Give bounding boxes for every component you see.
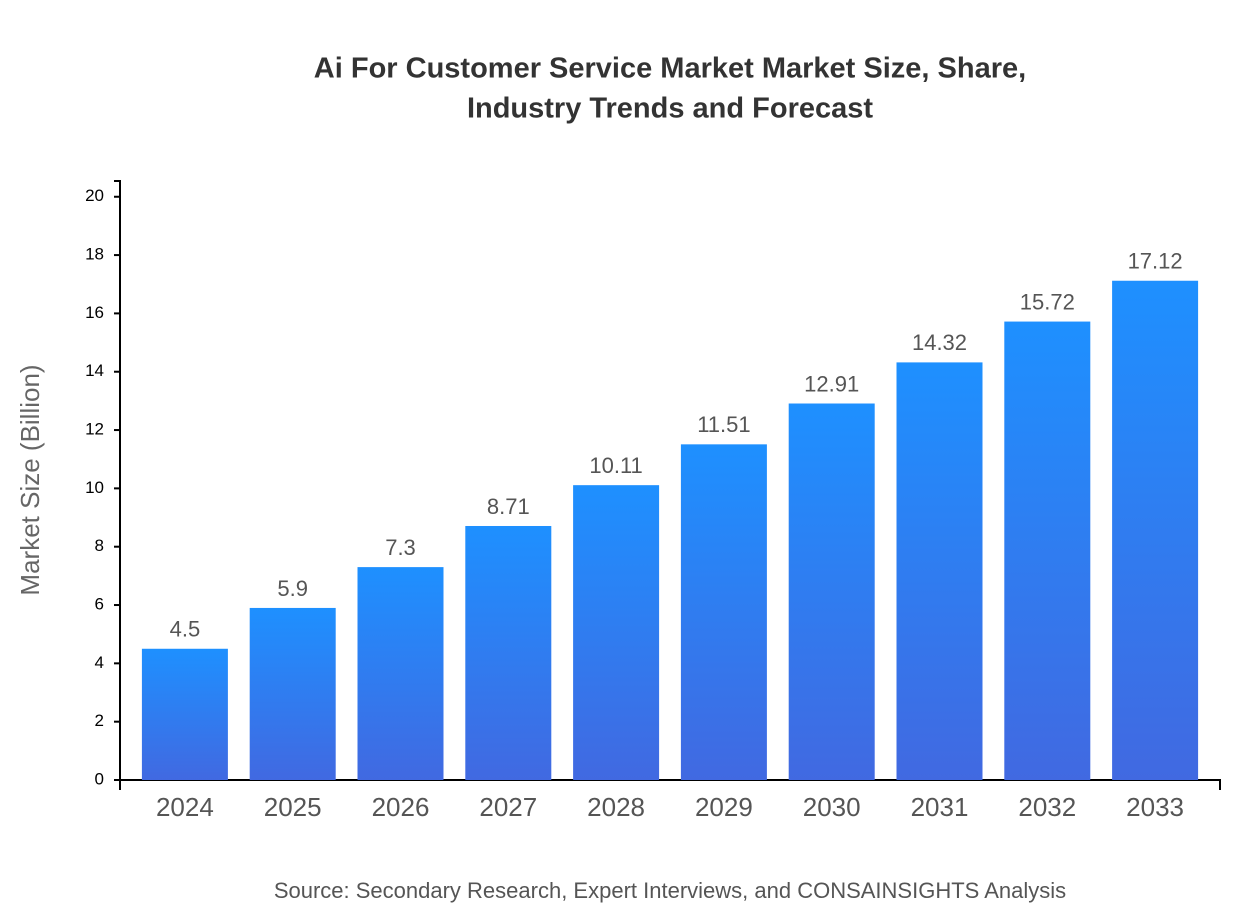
y-tick-label: 16	[85, 303, 104, 322]
x-tick-label: 2026	[372, 792, 430, 822]
bar	[465, 525, 552, 780]
bar	[788, 403, 875, 780]
bar	[249, 607, 336, 780]
y-axis-label: Market Size (Billion)	[15, 364, 45, 595]
y-tick-label: 8	[95, 536, 104, 555]
value-label: 10.11	[589, 453, 642, 478]
value-label: 14.32	[912, 330, 967, 355]
x-tick-label: 2025	[264, 792, 322, 822]
bar	[896, 362, 983, 780]
x-tick-label: 2030	[803, 792, 861, 822]
y-tick-label: 4	[95, 653, 104, 672]
y-tick-label: 6	[95, 595, 104, 614]
bar	[141, 648, 228, 780]
x-tick-label: 2031	[911, 792, 969, 822]
x-tick-label: 2027	[479, 792, 537, 822]
y-axis	[114, 180, 121, 781]
y-tick-label: 14	[85, 361, 104, 380]
x-tick-label: 2028	[587, 792, 645, 822]
bar	[573, 485, 660, 780]
value-label: 8.71	[487, 494, 530, 519]
x-axis	[119, 779, 1221, 790]
chart-title: Industry Trends and Forecast	[467, 93, 873, 125]
bar	[357, 567, 444, 780]
x-tick-label: 2033	[1126, 792, 1184, 822]
y-tick-label: 2	[95, 711, 104, 730]
value-label: 12.91	[804, 371, 859, 396]
value-label: 5.9	[277, 576, 308, 601]
y-tick-label: 12	[85, 420, 104, 439]
value-label: 17.12	[1128, 249, 1183, 274]
y-tick-label: 18	[85, 245, 104, 264]
value-label: 7.3	[385, 535, 416, 560]
y-tick-label: 10	[85, 478, 104, 497]
y-tick-label: 0	[95, 769, 104, 788]
value-label: 11.51	[697, 412, 750, 437]
bar	[1112, 280, 1199, 780]
source-note: Source: Secondary Research, Expert Inter…	[274, 878, 1066, 903]
bar	[1004, 321, 1091, 780]
value-label: 4.5	[170, 617, 201, 642]
value-label: 15.72	[1020, 289, 1075, 314]
bar	[680, 444, 767, 780]
x-tick-label: 2032	[1018, 792, 1076, 822]
x-tick-label: 2029	[695, 792, 753, 822]
x-tick-label: 2024	[156, 792, 214, 822]
chart-title: Ai For Customer Service Market Market Si…	[314, 53, 1026, 85]
y-tick-label: 20	[85, 186, 104, 205]
